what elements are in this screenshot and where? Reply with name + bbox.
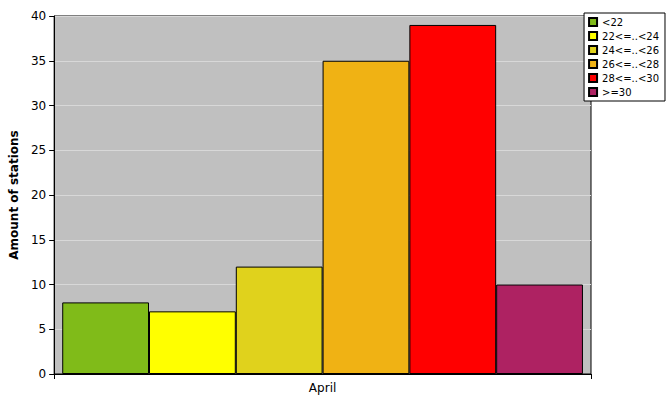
svg-text:0: 0	[39, 367, 47, 381]
svg-text:25: 25	[31, 143, 46, 157]
svg-text:10: 10	[31, 278, 46, 292]
svg-text:15: 15	[31, 233, 46, 247]
svg-text:26<=..<28: 26<=..<28	[602, 59, 659, 70]
svg-text:>=30: >=30	[602, 87, 631, 98]
svg-text:22<=..<24: 22<=..<24	[602, 31, 659, 42]
svg-text:Amount of stations: Amount of stations	[7, 130, 21, 259]
svg-text:<22: <22	[602, 17, 623, 28]
svg-text:40: 40	[31, 9, 46, 23]
svg-text:April: April	[309, 381, 336, 395]
svg-text:24<=..<26: 24<=..<26	[602, 45, 659, 56]
svg-text:35: 35	[31, 54, 46, 68]
svg-text:30: 30	[31, 99, 46, 113]
svg-text:28<=..<30: 28<=..<30	[602, 73, 659, 84]
svg-text:5: 5	[39, 322, 47, 336]
svg-text:20: 20	[31, 188, 46, 202]
